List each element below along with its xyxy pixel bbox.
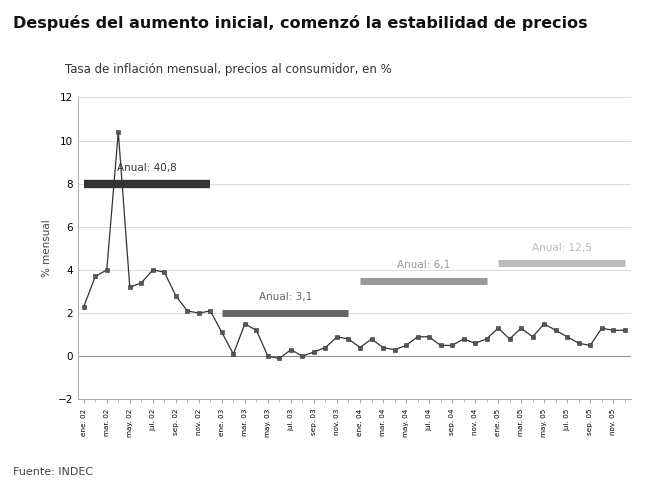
Text: Después del aumento inicial, comenzó la estabilidad de precios: Después del aumento inicial, comenzó la …	[13, 15, 588, 31]
Text: Anual: 3,1: Anual: 3,1	[259, 292, 312, 302]
Text: Anual: 6,1: Anual: 6,1	[396, 260, 450, 270]
Text: Fuente: INDEC: Fuente: INDEC	[13, 467, 93, 477]
Text: Tasa de inflación mensual, precios al consumidor, en %: Tasa de inflación mensual, precios al co…	[65, 63, 392, 76]
Text: Anual: 12,5: Anual: 12,5	[532, 243, 592, 253]
Text: Anual: 40,8: Anual: 40,8	[117, 163, 177, 173]
Y-axis label: % mensual: % mensual	[42, 220, 52, 277]
